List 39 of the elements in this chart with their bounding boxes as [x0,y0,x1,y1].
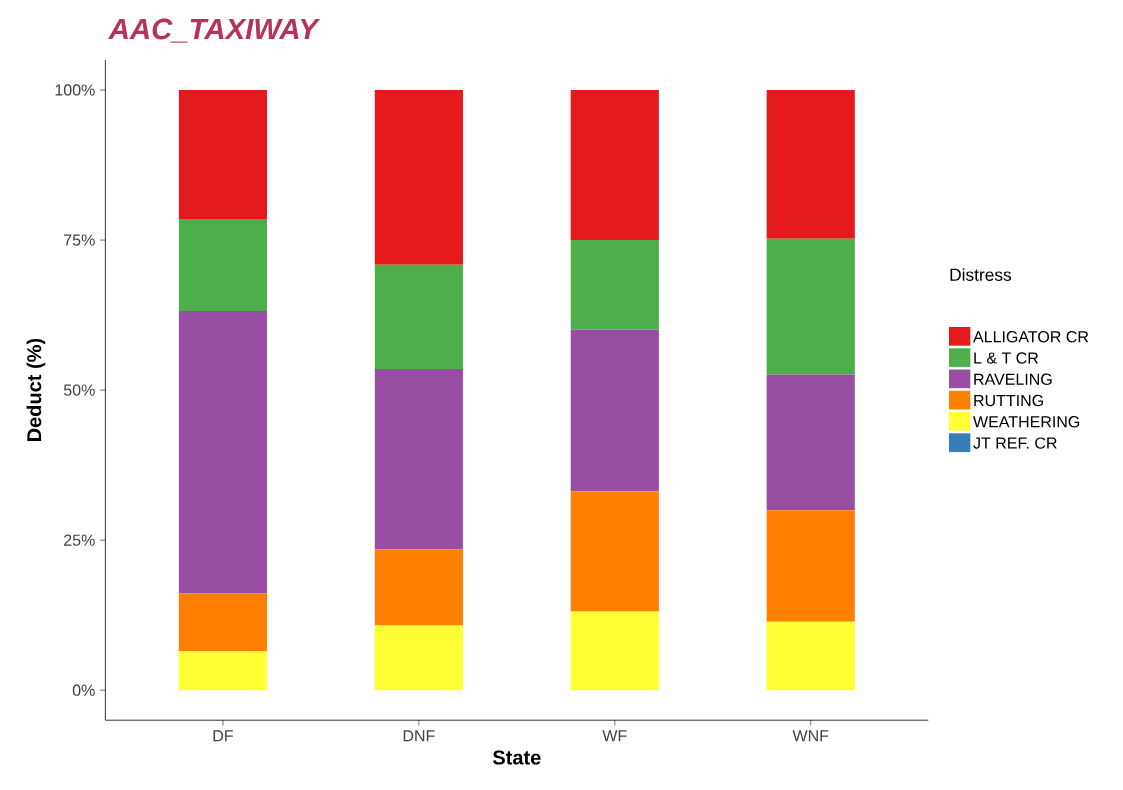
x-axis-title: State [492,750,541,765]
y-tick-label: 25% [64,534,95,547]
x-tick-label: WF [602,730,627,742]
x-tick-label: WNF [792,730,829,742]
bar [570,240,659,330]
y-tick-label: 50% [63,384,95,396]
bar [570,90,659,241]
bar [570,611,659,691]
bar [766,90,855,240]
legend-label: L & T CR [974,352,1039,364]
bar [766,622,855,691]
bar [178,311,268,594]
x-tick-label: DNF [403,730,435,742]
bar [374,90,463,265]
legend-label: ALLIGATOR CR [973,331,1089,343]
bar [178,90,268,220]
bar [374,549,463,626]
legend-label: JT REF. CR [973,437,1057,449]
y-axis-title: Deduct (%) [26,339,46,442]
legend-label: RAVELING [974,373,1052,386]
bar [374,625,463,691]
bar [766,239,855,375]
bar [178,219,268,312]
y-tick-label: 0% [72,684,95,697]
bar [766,510,855,622]
legend-title: Distress [950,268,1012,282]
legend-label: RUTTING [974,395,1043,407]
bar [570,491,659,612]
bar [570,329,659,492]
x-tick-label: DF [213,730,233,742]
bar [374,369,463,550]
y-tick-label: 75% [64,234,95,246]
bar [178,593,268,652]
bar [766,374,855,511]
y-tick-label: 100% [55,84,95,96]
bar [178,651,268,691]
bar [374,264,463,370]
chart-title: AAC_TAXIWAY [108,18,321,43]
legend-label: WEATHERING [973,416,1080,428]
